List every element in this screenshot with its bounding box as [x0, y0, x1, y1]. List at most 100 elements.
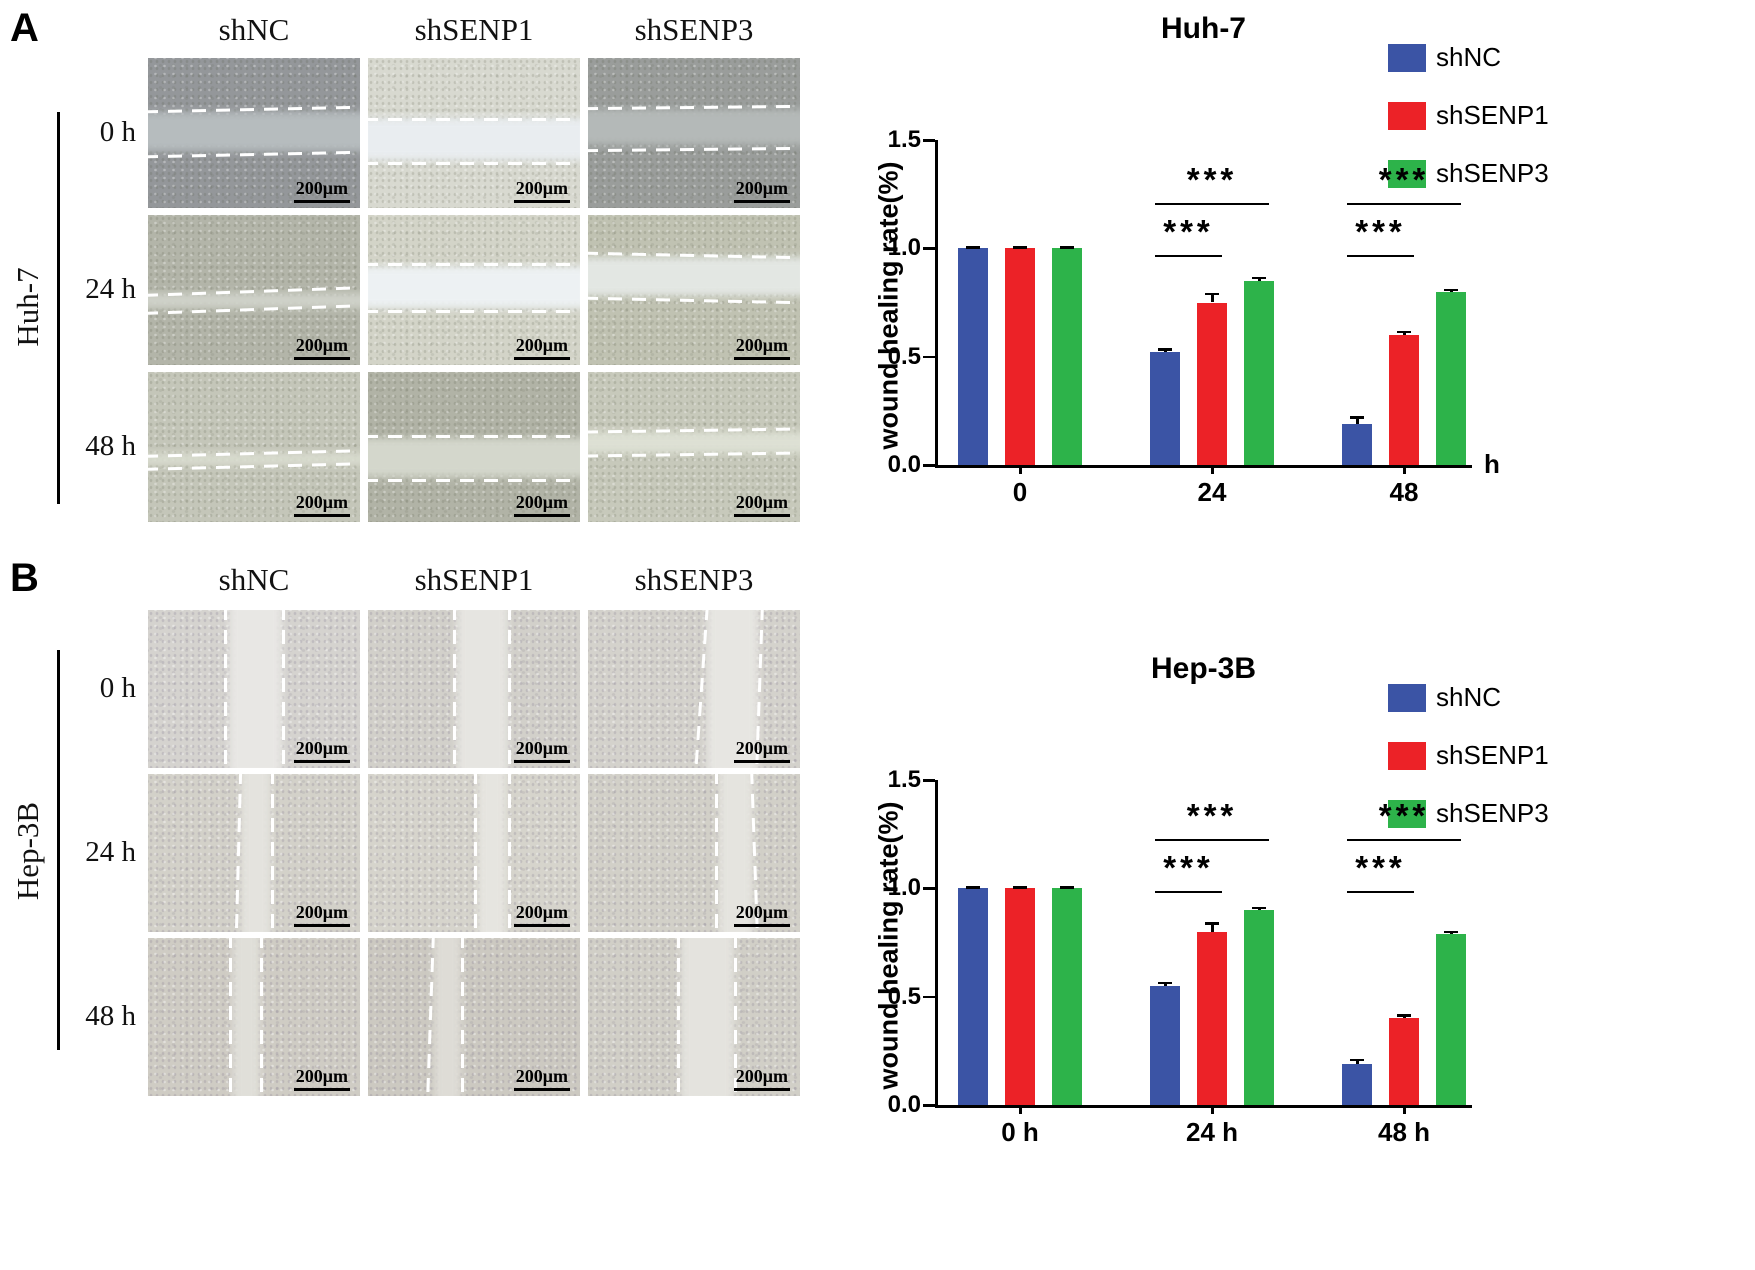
legend-swatch-shSENP1 [1388, 742, 1426, 770]
wound-edge-line [507, 610, 511, 768]
wound-edge-line [224, 610, 228, 768]
y-tick-label: 0.5 [887, 342, 921, 370]
legend-label-shSENP3: shSENP3 [1436, 158, 1549, 188]
legend-swatch-shSENP3 [1388, 160, 1426, 188]
scale-bar-label: 200μm [293, 902, 350, 927]
wound-edge-line [368, 435, 580, 438]
x-tick-label: 24 [1197, 477, 1227, 507]
wound-edge-line [677, 938, 681, 1096]
x-axis-unit: h [1484, 449, 1500, 479]
micro-hep3b-0h-shsenp1: 200μm [368, 610, 580, 768]
micro-huh7-0h-shsenp3: 200μm [588, 58, 800, 208]
error-cap [1252, 276, 1266, 280]
wound-edge-line [588, 146, 800, 153]
legend-label-shNC: shNC [1436, 682, 1502, 712]
error-cap [1444, 930, 1458, 934]
col-header-shsenp1-b: shSENP1 [414, 562, 534, 597]
legend-swatch-shSENP3 [1388, 800, 1426, 828]
bar-shSENP1-0 [1005, 248, 1035, 465]
wound-edge-line [507, 774, 511, 932]
error-bar [1164, 349, 1167, 353]
significance-line [1347, 202, 1461, 206]
y-tick [923, 139, 935, 142]
micro-huh7-24h-shsenp3: 200μm [588, 215, 800, 365]
micro-hep3b-0h-shsenp3: 200μm [588, 610, 800, 768]
significance-line [1155, 890, 1222, 893]
significance-line [1155, 202, 1269, 206]
bar-shSENP3-0 h [1052, 888, 1082, 1105]
error-cap [1158, 981, 1172, 985]
x-tick [1211, 1107, 1214, 1114]
error-cap [966, 246, 980, 249]
micro-hep3b-24h-shsenp3: 200μm [588, 774, 800, 932]
error-bar [1164, 982, 1167, 986]
wound-area [706, 610, 758, 768]
significance-stars: *** [1355, 848, 1406, 886]
wound-area [588, 257, 800, 296]
row-label-0h-b: 0 h [99, 672, 136, 704]
wound-area [228, 610, 282, 768]
row-label-48h-a: 48 h [85, 430, 136, 462]
scale-bar-label: 200μm [733, 738, 790, 763]
scale-bar-label: 200μm [293, 738, 350, 763]
scale-bar-label: 200μm [733, 1066, 790, 1091]
significance-stars: *** [1186, 160, 1238, 198]
scale-bar-label: 200μm [513, 335, 570, 360]
legend-label-shSENP1: shSENP1 [1436, 740, 1549, 770]
error-cap [1397, 330, 1411, 334]
wound-area [232, 938, 261, 1096]
legend-swatch-shNC [1388, 684, 1426, 712]
x-axis [935, 1105, 1472, 1108]
bar-shSENP3-48 [1436, 291, 1466, 465]
wound-area [433, 938, 462, 1096]
wound-area [148, 293, 360, 308]
wound-area [719, 774, 754, 932]
error-bar [1211, 293, 1214, 303]
bar-shNC-24 [1150, 352, 1180, 465]
scale-bar-label: 200μm [293, 1066, 350, 1091]
significance-stars: *** [1163, 212, 1214, 250]
x-tick-label: 24 h [1185, 1117, 1239, 1147]
wound-edge-line [368, 263, 580, 266]
wound-edge-line [461, 938, 465, 1096]
error-cap [1013, 886, 1027, 889]
wound-area [478, 774, 506, 932]
scale-bar-label: 200μm [513, 1066, 570, 1091]
wound-edge-line [474, 774, 477, 932]
y-tick-label: 1.0 [887, 874, 921, 902]
significance-stars: *** [1163, 848, 1214, 886]
legend-swatch-shSENP1 [1388, 102, 1426, 130]
micro-hep3b-0h-shnc: 200μm [148, 610, 360, 768]
wound-edge-line [588, 296, 800, 305]
y-tick [923, 1104, 935, 1107]
wound-edge-line [715, 774, 719, 932]
scale-bar-label: 200μm [733, 902, 790, 927]
row-label-24h-b: 24 h [85, 836, 136, 868]
wound-edge-line [148, 150, 360, 158]
micro-huh7-0h-shsenp1: 200μm [368, 58, 580, 208]
y-axis [935, 140, 938, 467]
wound-edge-line [734, 938, 738, 1096]
wound-edge-line [368, 118, 580, 121]
row-label-0h-a: 0 h [99, 116, 136, 148]
col-header-shsenp1-a: shSENP1 [414, 12, 534, 47]
y-tick-label: 1.5 [887, 126, 921, 153]
x-tick [1019, 1107, 1022, 1114]
col-header-shnc-a: shNC [218, 12, 290, 47]
y-tick [923, 355, 935, 359]
micro-hep3b-48h-shsenp1: 200μm [368, 938, 580, 1096]
error-cap [1060, 246, 1074, 249]
significance-stars: *** [1355, 212, 1406, 250]
y-tick [923, 464, 935, 467]
wound-edge-line [228, 938, 232, 1096]
wound-area [457, 610, 508, 768]
cell-line-label-huh7: Huh-7 [10, 267, 45, 347]
micro-hep3b-48h-shsenp3: 200μm [588, 938, 800, 1096]
y-tick-label: 1.5 [887, 766, 921, 793]
significance-line [1347, 890, 1414, 893]
panel-a-bracket-line [57, 112, 60, 504]
error-cap [1013, 246, 1027, 249]
wound-edge-line [368, 161, 580, 165]
significance-line [1155, 838, 1269, 841]
